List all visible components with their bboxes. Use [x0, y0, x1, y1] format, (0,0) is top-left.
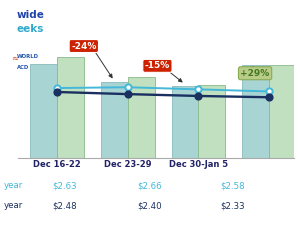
Text: wide: wide: [16, 10, 44, 20]
Text: ≈: ≈: [11, 53, 18, 62]
Text: $2.40: $2.40: [138, 201, 162, 210]
Text: +29%: +29%: [241, 69, 270, 78]
Bar: [30, 64, 57, 158]
Text: year: year: [3, 201, 22, 210]
Text: eeks: eeks: [16, 24, 44, 34]
Bar: [242, 65, 269, 158]
Text: $2.66: $2.66: [138, 181, 162, 190]
Text: -15%: -15%: [145, 61, 170, 70]
Text: WORLD: WORLD: [16, 54, 38, 59]
Text: $2.33: $2.33: [220, 201, 245, 210]
Text: -24%: -24%: [71, 42, 97, 51]
Text: ACD: ACD: [16, 65, 29, 70]
Text: $2.48: $2.48: [52, 201, 77, 210]
Bar: [172, 86, 199, 158]
Text: $2.58: $2.58: [220, 181, 245, 190]
Text: year: year: [3, 181, 22, 190]
Bar: [269, 65, 296, 158]
Text: $2.63: $2.63: [52, 181, 77, 190]
Bar: [57, 57, 84, 158]
Bar: [101, 82, 128, 158]
Bar: [199, 85, 225, 158]
Bar: [128, 77, 154, 158]
